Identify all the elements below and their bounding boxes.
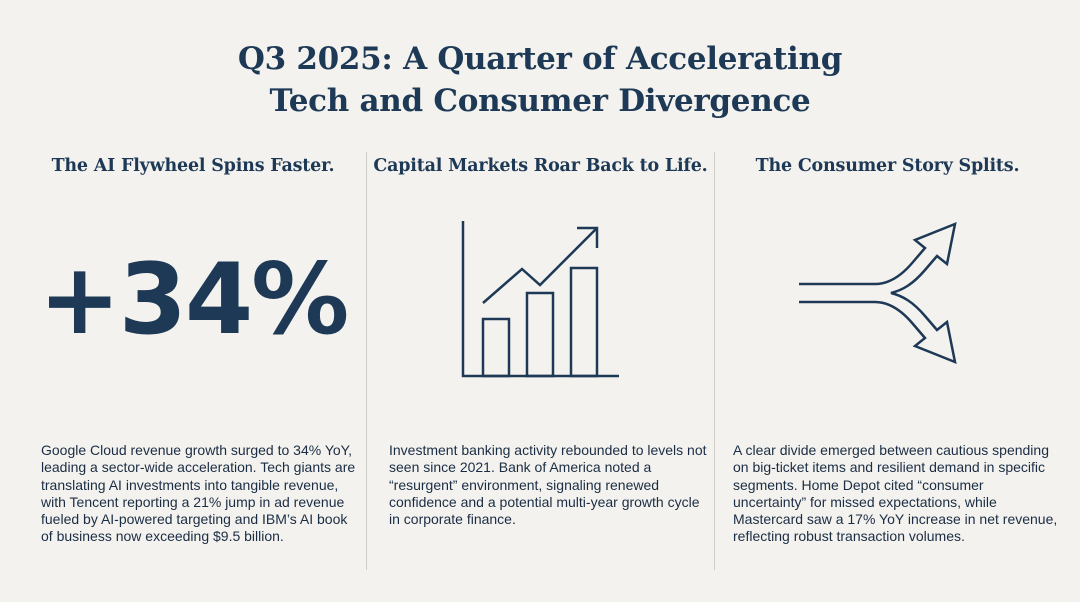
column-consumer-split: The Consumer Story Splits. A clear divid…	[715, 152, 1060, 570]
column-divider-2	[714, 152, 715, 570]
chart-axes	[461, 221, 619, 378]
page-title: Q3 2025: A Quarter of Accelerating Tech …	[0, 38, 1080, 122]
trend-line	[482, 227, 598, 304]
column-heading: The Consumer Story Splits.	[755, 156, 1020, 176]
column-divider-1	[366, 152, 367, 570]
column-body-text: Investment banking activity rebounded to…	[389, 442, 707, 528]
chart-bar-1	[481, 317, 511, 378]
column-heading: Capital Markets Roar Back to Life.	[373, 156, 708, 176]
column-ai-flywheel: The AI Flywheel Spins Faster. +34% Googl…	[20, 152, 366, 570]
page-title-line-2: Tech and Consumer Divergence	[269, 83, 811, 119]
diverging-arrows-outline	[799, 221, 957, 365]
chart-bar-3	[569, 266, 599, 378]
chart-bar-2	[525, 291, 555, 378]
page-title-line-1: Q3 2025: A Quarter of Accelerating	[237, 41, 843, 77]
column-body-text: A clear divide emerged between cautious …	[733, 442, 1058, 545]
bar-chart-trend-up-icon	[461, 221, 619, 378]
column-heading: The AI Flywheel Spins Faster.	[51, 156, 335, 176]
trend-arrowhead	[577, 226, 599, 248]
column-capital-markets: Capital Markets Roar Back to Life. Inves…	[367, 152, 714, 570]
growth-stat: +34%	[38, 243, 350, 357]
column-body-text: Google Cloud revenue growth surged to 34…	[41, 442, 356, 545]
diverging-arrows-icon	[799, 221, 957, 365]
